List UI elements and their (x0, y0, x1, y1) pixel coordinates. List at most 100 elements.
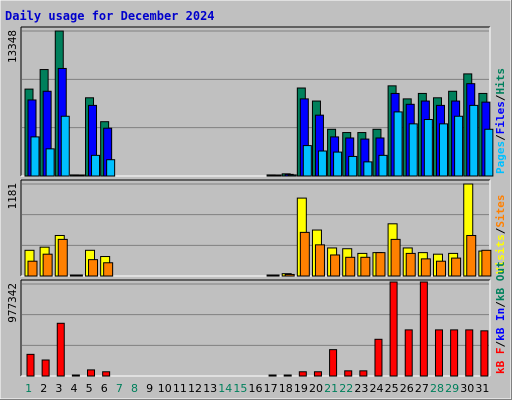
bar-sites-day-26 (405, 252, 416, 277)
x-tick-label: 14 (218, 382, 232, 395)
x-axis-day-labels: 1 2 3 4 5 6 7 8 9 10 11 12 13 14 15 16 17 18 19 20 21 22 23 24 2… (25, 382, 489, 395)
legend-entry: Visits (494, 234, 507, 274)
bar-pages-day-22 (348, 155, 358, 177)
bar-kbin-day-22 (344, 370, 353, 377)
x-tick-label: 1 (25, 382, 32, 395)
legend-entry: / (494, 94, 507, 101)
bar-kbin-day-5 (87, 369, 96, 377)
x-tick-label: 7 (116, 382, 123, 395)
bar-sites-day-28 (435, 260, 446, 277)
bar-sites-day-30 (466, 234, 477, 277)
bar-sites-day-1 (27, 260, 38, 277)
bar-kbin-day-19 (298, 371, 307, 377)
bar-sites-day-4 (72, 274, 83, 277)
bar-kbin-day-17 (268, 374, 277, 377)
x-tick-label: 18 (279, 382, 293, 395)
bar-kbin-day-3 (56, 322, 65, 377)
panel-1: 13348 Pages/Files/Hits (6, 26, 507, 177)
x-tick-label: 22 (339, 382, 353, 395)
panel-2: 1181 Visits/Sites (6, 179, 507, 277)
y-axis-max-label: 13348 (6, 30, 19, 63)
bar-pages-day-6 (106, 159, 116, 177)
x-tick-label: 5 (86, 382, 93, 395)
bar-pages-day-20 (317, 150, 327, 177)
bar-pages-day-30 (469, 104, 479, 177)
bar-kbin-day-6 (102, 371, 111, 377)
chart-title: Daily usage for December 2024 (5, 9, 215, 23)
bar-kbin-day-18 (283, 374, 292, 377)
y-axis-max-label: 1181 (6, 183, 19, 210)
bar-sites-day-2 (42, 253, 53, 277)
legend-entry: / (494, 134, 507, 141)
bar-sites-day-25 (390, 238, 401, 277)
x-tick-label: 26 (400, 382, 414, 395)
bar-kbin-day-21 (329, 349, 338, 377)
side-legend: Pages/Files/Hits (494, 68, 507, 174)
bar-sites-day-21 (330, 254, 341, 277)
x-tick-label: 8 (131, 382, 138, 395)
bar-kbin-day-1 (26, 353, 35, 377)
bar-kbin-day-26 (404, 329, 413, 377)
side-legend: Visits/Sites (494, 195, 507, 275)
x-tick-label: 30 (460, 382, 474, 395)
bar-sites-day-29 (451, 257, 462, 277)
bar-sites-day-20 (314, 244, 325, 277)
bar-pages-day-25 (393, 111, 403, 177)
bar-kbin-day-20 (313, 371, 322, 377)
panel-plot-area (21, 280, 490, 376)
bar-sites-day-6 (103, 262, 114, 277)
bar-kbin-day-23 (359, 370, 368, 377)
bar-pages-day-28 (438, 123, 448, 177)
x-tick-label: 4 (70, 382, 77, 395)
legend-entry: / (494, 341, 507, 348)
legend-entry: / (494, 301, 507, 308)
x-tick-label: 20 (309, 382, 323, 395)
x-tick-label: 29 (445, 382, 459, 395)
bar-sites-day-19 (299, 231, 310, 277)
x-tick-label: 12 (188, 382, 202, 395)
bar-kbin-day-27 (419, 281, 428, 377)
chart-panels: 13348Pages/Files/Hits1181Visits/Sites977… (6, 26, 507, 377)
bar-sites-day-31 (481, 249, 492, 277)
x-tick-label: 2 (40, 382, 47, 395)
x-tick-label: 25 (385, 382, 399, 395)
x-tick-label: 9 (146, 382, 153, 395)
bar-sites-day-5 (88, 259, 99, 277)
bar-kbin-day-24 (374, 338, 383, 377)
x-tick-label: 21 (324, 382, 338, 395)
x-tick-label: 31 (475, 382, 489, 395)
legend-entry: Hits (494, 68, 507, 95)
bar-pages-day-2 (45, 148, 55, 177)
y-axis-max-label: 977342 (6, 283, 19, 323)
bar-sites-day-27 (420, 258, 431, 277)
bar-sites-day-22 (345, 256, 356, 277)
bar-pages-day-19 (302, 145, 312, 177)
x-tick-label: 19 (294, 382, 308, 395)
x-tick-label: 23 (354, 382, 368, 395)
bar-kbin-day-4 (71, 374, 80, 377)
bar-pages-day-27 (423, 119, 433, 177)
x-tick-label: 24 (370, 382, 384, 395)
bar-sites-day-23 (360, 256, 371, 277)
x-tick-label: 15 (233, 382, 247, 395)
x-tick-label: 3 (55, 382, 62, 395)
x-tick-label: 13 (203, 382, 217, 395)
bar-sites-day-3 (57, 238, 68, 277)
legend-entry: kB Out (494, 261, 507, 301)
x-tick-label: 16 (249, 382, 263, 395)
x-tick-label: 17 (264, 382, 278, 395)
x-tick-label: 6 (101, 382, 108, 395)
legend-entry: Pages (494, 141, 507, 174)
x-tick-label: 11 (173, 382, 187, 395)
bar-pages-day-24 (378, 154, 388, 177)
bar-sites-day-18 (284, 273, 295, 277)
bar-kbin-day-28 (434, 329, 443, 377)
bar-kbin-day-25 (389, 281, 398, 377)
bar-sites-day-24 (375, 252, 386, 277)
bar-pages-day-18 (287, 174, 297, 177)
bar-pages-day-3 (60, 115, 70, 177)
bar-pages-day-23 (363, 161, 373, 177)
x-tick-label: 28 (430, 382, 444, 395)
